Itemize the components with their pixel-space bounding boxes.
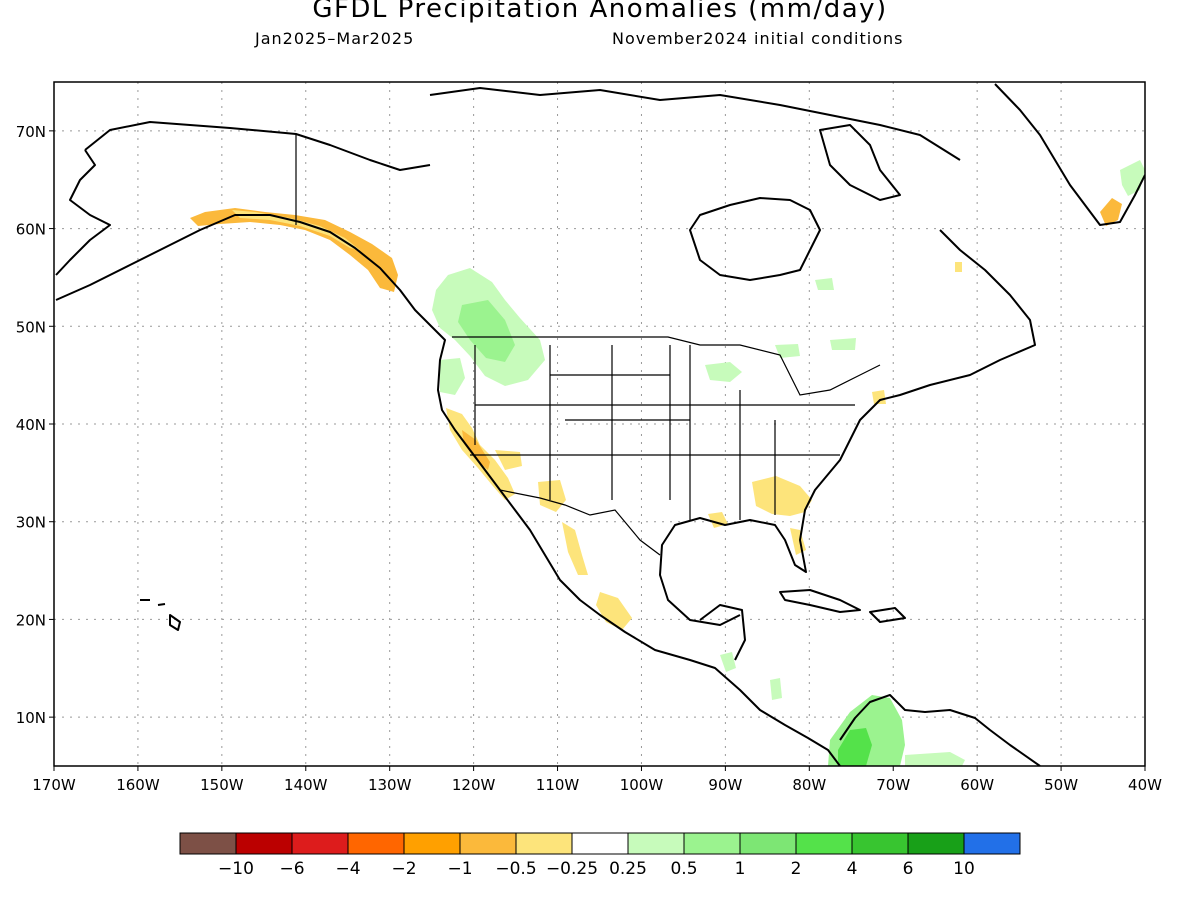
colorbar-labels: −10 −6 −4 −2 −1 −0.5 −0.25 0.25 0.5 1 2 4 6 10 bbox=[218, 859, 975, 879]
lon-label: 80W bbox=[792, 776, 826, 794]
lat-label: 40N bbox=[16, 416, 46, 434]
lon-label: 130W bbox=[368, 776, 412, 794]
coastline-east bbox=[659, 229, 1036, 626]
colorbar-swatch bbox=[179, 832, 237, 855]
anomaly-shading bbox=[190, 160, 1145, 766]
dry-anomaly-sw-mexico bbox=[596, 592, 632, 630]
coastline-north-america-west bbox=[55, 214, 841, 766]
colorbar-label: −6 bbox=[279, 859, 304, 879]
dry-anomaly-florida bbox=[790, 528, 806, 555]
dry-anomaly-greenland bbox=[1100, 198, 1122, 226]
lon-label: 110W bbox=[536, 776, 580, 794]
colorbar-label: 1 bbox=[735, 859, 746, 879]
dry-anomaly-arizona bbox=[538, 480, 566, 512]
dry-anomaly-southeast bbox=[752, 476, 812, 516]
colorbar-swatch bbox=[347, 832, 405, 855]
wet-anomaly-manitoba bbox=[815, 278, 834, 290]
colorbar-label: −0.5 bbox=[495, 859, 536, 879]
lat-label: 10N bbox=[16, 709, 46, 727]
coastline-south-america bbox=[839, 694, 1041, 766]
lat-label: 20N bbox=[16, 611, 46, 629]
wet-anomaly-venezuela bbox=[905, 752, 965, 766]
map-title: GFDL Precipitation Anomalies (mm/day) bbox=[312, 0, 888, 24]
wet-anomaly-colombia-core bbox=[838, 728, 872, 766]
coastline-alaska-west bbox=[55, 149, 111, 276]
wet-anomaly-greenland bbox=[1120, 160, 1145, 196]
coastline-baffin bbox=[819, 124, 901, 201]
wet-anomaly-oregon-coast bbox=[440, 358, 465, 395]
colorbar-label: −4 bbox=[335, 859, 360, 879]
lon-label: 90W bbox=[708, 776, 742, 794]
wet-anomaly-panama bbox=[770, 678, 782, 700]
colorbar-swatch bbox=[291, 832, 349, 855]
colorbar-swatch bbox=[683, 832, 741, 855]
lon-label: 40W bbox=[1128, 776, 1162, 794]
coastline-alaska-north bbox=[84, 121, 431, 171]
colorbar-swatch bbox=[403, 832, 461, 855]
colorbar-label: −2 bbox=[391, 859, 416, 879]
lat-label: 70N bbox=[16, 123, 46, 141]
colorbar-label: −1 bbox=[447, 859, 472, 879]
colorbar-label: −0.25 bbox=[546, 859, 598, 879]
grid-lines bbox=[54, 82, 1145, 766]
lat-label: 50N bbox=[16, 318, 46, 336]
border-us-mexico bbox=[499, 489, 661, 556]
colorbar-swatch bbox=[795, 832, 853, 855]
colorbar-label: 0.25 bbox=[609, 859, 647, 879]
wet-anomaly-central-america bbox=[720, 652, 736, 672]
longitude-labels: 170W 160W 150W 140W 130W 120W 110W 100W 90W 80W 70… bbox=[32, 766, 1162, 794]
political-borders bbox=[295, 134, 881, 556]
dry-anomaly-northeast bbox=[872, 390, 886, 404]
lat-label: 30N bbox=[16, 514, 46, 532]
lon-label: 140W bbox=[284, 776, 328, 794]
colorbar-swatch bbox=[739, 832, 797, 855]
lon-label: 60W bbox=[960, 776, 994, 794]
coastline-hudson-bay bbox=[689, 197, 821, 281]
lon-label: 170W bbox=[32, 776, 76, 794]
border-us-canada bbox=[452, 336, 881, 396]
lon-label: 100W bbox=[620, 776, 664, 794]
lon-label: 120W bbox=[452, 776, 496, 794]
colorbar-label: −10 bbox=[218, 859, 254, 879]
lon-label: 70W bbox=[876, 776, 910, 794]
colorbar-swatch bbox=[515, 832, 573, 855]
wet-anomaly-upper-midwest bbox=[705, 362, 742, 382]
colorbar-swatch bbox=[571, 832, 629, 855]
lat-label: 60N bbox=[16, 221, 46, 239]
colorbar-swatch bbox=[235, 832, 293, 855]
latitude-labels: 70N 60N 50N 40N 30N 20N 10N bbox=[16, 123, 54, 727]
wet-anomaly-labrador bbox=[955, 262, 962, 272]
coastline-hawaii bbox=[140, 599, 181, 631]
colorbar-swatch bbox=[963, 832, 1021, 855]
colorbar bbox=[179, 832, 1021, 855]
lon-label: 150W bbox=[200, 776, 244, 794]
border-state-cols bbox=[474, 345, 776, 520]
border-state-rows bbox=[470, 374, 855, 456]
wet-anomaly-quebec bbox=[830, 338, 856, 350]
coastline-hispaniola bbox=[869, 607, 906, 623]
wet-anomaly-pacific-northwest-core bbox=[458, 300, 515, 362]
coastline-greenland bbox=[994, 83, 1145, 226]
colorbar-label: 6 bbox=[903, 859, 914, 879]
coastline-arctic-islands bbox=[429, 87, 961, 161]
colorbar-label: 0.5 bbox=[670, 859, 697, 879]
wet-anomaly-ontario bbox=[775, 344, 800, 358]
colorbar-swatch bbox=[851, 832, 909, 855]
lon-label: 50W bbox=[1044, 776, 1078, 794]
coastline-cuba bbox=[779, 589, 861, 613]
dry-anomaly-sonora bbox=[562, 522, 588, 575]
colorbar-swatch bbox=[907, 832, 965, 855]
colorbar-label: 2 bbox=[791, 859, 802, 879]
dry-anomaly-california-core bbox=[462, 430, 490, 470]
colorbar-label: 4 bbox=[847, 859, 858, 879]
forecast-period: Jan2025–Mar2025 bbox=[255, 29, 415, 48]
lon-label: 160W bbox=[116, 776, 160, 794]
colorbar-swatch bbox=[459, 832, 517, 855]
initial-conditions: November2024 initial conditions bbox=[612, 29, 904, 48]
colorbar-swatch bbox=[627, 832, 685, 855]
coastlines bbox=[55, 83, 1145, 766]
coastline-yucatan bbox=[699, 604, 746, 661]
colorbar-label: 10 bbox=[953, 859, 975, 879]
